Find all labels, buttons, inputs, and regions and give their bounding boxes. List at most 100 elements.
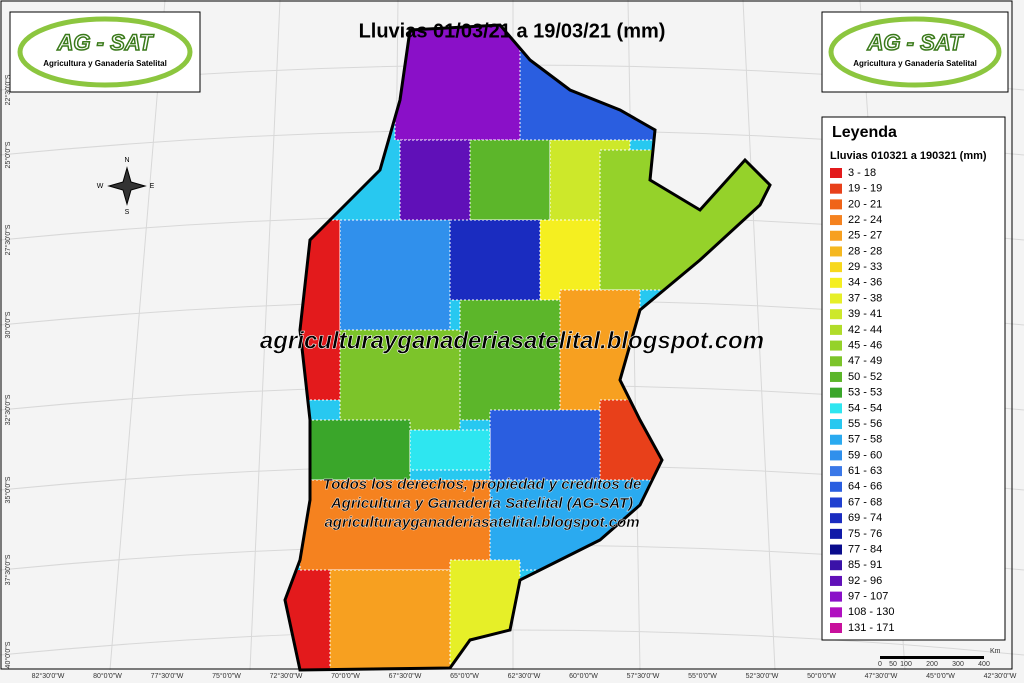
logo-ring [828, 16, 1002, 88]
credit-line: Todos los derechos, propiedad y creditos… [323, 476, 642, 493]
legend-swatch [830, 497, 842, 508]
region [339, 219, 451, 331]
lat-labels: 22°30'0"S 25°0'0"S 27°30'0"S 30°0'0"S 32°30'… [4, 74, 12, 668]
legend-label: 61 - 63 [848, 465, 882, 477]
legend-swatch [830, 246, 842, 257]
legend-label: 20 - 21 [848, 198, 882, 210]
legend-swatch [830, 183, 842, 194]
compass-s: S [125, 209, 130, 216]
legend-swatch [830, 356, 842, 367]
legend-swatch [830, 450, 842, 461]
legend-label: 77 - 84 [848, 543, 882, 555]
legend-label: 39 - 41 [848, 308, 882, 320]
legend-label: 67 - 68 [848, 496, 882, 508]
lon-label: 77°30'0"W [151, 672, 184, 680]
lon-label: 67°30'0"W [389, 672, 422, 680]
scale-label: 0 [878, 661, 882, 668]
legend-swatch [830, 262, 842, 273]
scale-label: 50 [889, 661, 897, 668]
lat-label: 25°0'0"S [4, 141, 12, 168]
legend-label: 108 - 130 [848, 606, 894, 618]
lon-label: 82°30'0"W [32, 672, 65, 680]
legend-swatch [830, 371, 842, 382]
legend-swatch [830, 403, 842, 414]
lon-label: 52°30'0"W [746, 672, 779, 680]
legend-swatch [830, 434, 842, 445]
lon-label: 55°0'0"W [688, 672, 717, 680]
legend-label: 28 - 28 [848, 245, 882, 257]
legend-label: 85 - 91 [848, 559, 882, 571]
region [459, 299, 561, 421]
scale-label: 300 [952, 661, 964, 668]
lat-label: 35°0'0"S [4, 476, 12, 503]
legend-swatch [830, 591, 842, 602]
legend-swatch [830, 607, 842, 618]
lat-label: 32°30'0"S [4, 394, 12, 425]
scale-label: 200 [926, 661, 938, 668]
legend-swatch [830, 387, 842, 398]
lat-label: 22°30'0"S [4, 74, 12, 105]
scale-bar-body [880, 656, 984, 659]
lat-label: 27°30'0"S [4, 224, 12, 255]
legend-title: Leyenda [832, 124, 897, 141]
region [409, 429, 491, 471]
legend-label: 69 - 74 [848, 512, 882, 524]
legend-box [821, 116, 1006, 641]
logo-name: AG - SAT [867, 30, 964, 55]
legend-label: 75 - 76 [848, 528, 882, 540]
compass: N S E W [97, 157, 155, 216]
legend-swatch [830, 528, 842, 539]
legend-subtitle: Lluvias 010321 a 190321 (mm) [830, 150, 987, 162]
lon-label: 75°0'0"W [212, 672, 241, 680]
legend-swatch [830, 419, 842, 430]
legend-label: 92 - 96 [848, 575, 882, 587]
lon-label: 50°0'0"W [807, 672, 836, 680]
legend-label: 37 - 38 [848, 292, 882, 304]
legend-label: 22 - 24 [848, 214, 882, 226]
legend-swatch [830, 575, 842, 586]
credit-line: Agricultura y Ganaderia Satelital (AG-SA… [330, 495, 633, 512]
legend-swatch [830, 481, 842, 492]
lat-label: 40°0'0"S [4, 641, 12, 668]
watermark: agriculturayganaderiasatelital.blogspot.… [260, 327, 764, 354]
legend-swatch [830, 168, 842, 178]
region [489, 409, 611, 481]
logo-subtitle: Agricultura y Ganadería Satelital [853, 59, 977, 68]
region [469, 139, 551, 221]
logo-subtitle: Agricultura y Ganadería Satelital [43, 59, 167, 68]
country-outline [283, 23, 772, 672]
legend-swatch [830, 623, 842, 633]
legend-label: 53 - 53 [848, 387, 882, 399]
lat-label: 37°30'0"S [4, 554, 12, 585]
lon-label: 62°30'0"W [508, 672, 541, 680]
legend-swatch [830, 324, 842, 335]
legend-swatch [830, 340, 842, 351]
legend-label: 45 - 46 [848, 339, 882, 351]
legend-label: 34 - 36 [848, 277, 882, 289]
legend-label: 64 - 66 [848, 481, 882, 493]
legend-swatch [830, 309, 842, 320]
legend-label: 19 - 19 [848, 183, 882, 195]
lon-label: 72°30'0"W [270, 672, 303, 680]
map-title: Lluvias 01/03/21 a 19/03/21 (mm) [359, 20, 666, 42]
lon-label: 70°0'0"W [331, 672, 360, 680]
legend-label: 42 - 44 [848, 324, 882, 336]
legend-label: 25 - 27 [848, 230, 882, 242]
scale-label: 400 [978, 661, 990, 668]
legend-swatch [830, 544, 842, 555]
lon-labels: 82°30'0"W 80°0'0"W 77°30'0"W 75°0'0"W 72°30'… [32, 672, 1017, 680]
legend-label: 3 - 18 [848, 167, 876, 179]
compass-w: W [97, 183, 104, 190]
scale-unit: Km [990, 648, 1001, 655]
logo-name: AG - SAT [57, 30, 154, 55]
legend-swatch [830, 466, 842, 477]
compass-n: N [124, 157, 129, 164]
legend-swatch [830, 293, 842, 304]
legend-label: 57 - 58 [848, 434, 882, 446]
legend-swatch [830, 199, 842, 210]
legend-items: 3 - 18 19 - 19 20 - 21 22 - 24 25 - 27 28 - 2… [830, 167, 894, 634]
legend-swatch [830, 513, 842, 524]
